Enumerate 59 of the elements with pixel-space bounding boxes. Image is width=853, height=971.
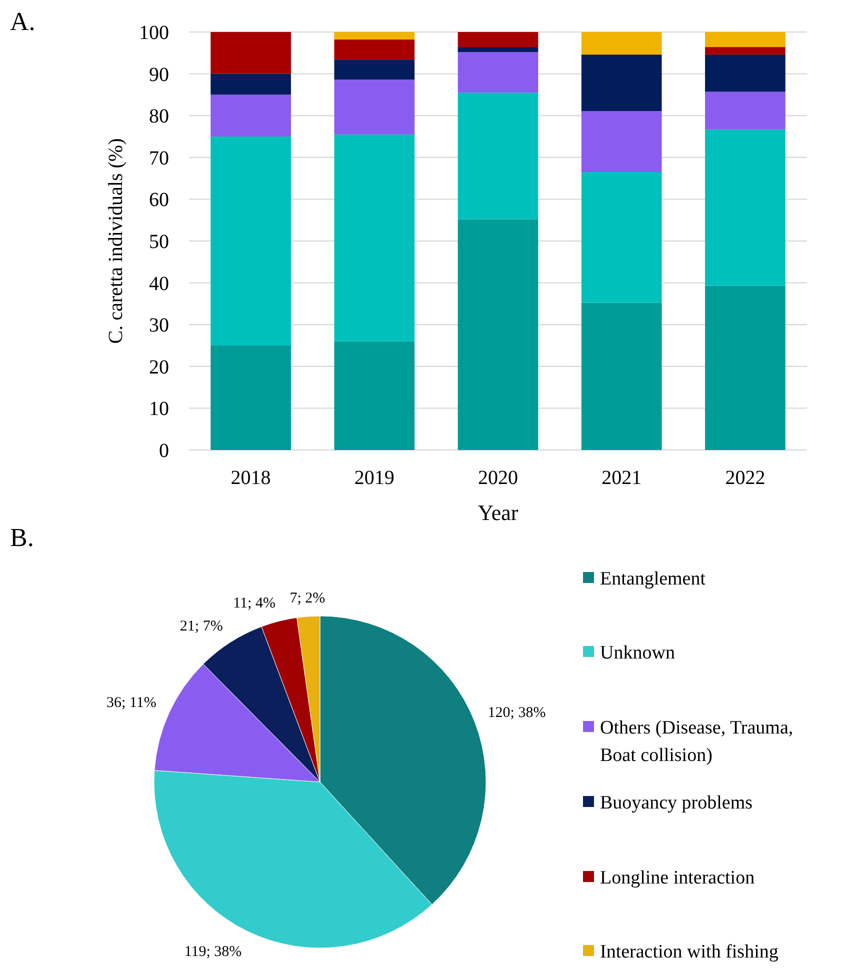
legend-label: Longline interaction: [600, 868, 756, 889]
x-tick-label: 2019: [354, 467, 394, 489]
data-label: 36; 11%: [106, 694, 156, 711]
y-tick-label: 30: [149, 314, 169, 337]
bar: [458, 32, 538, 48]
y-tick-label: 100: [139, 22, 169, 44]
x-tick-label: 2022: [725, 467, 766, 489]
y-tick-label: 40: [149, 272, 169, 295]
y-tick-label: 50: [149, 231, 169, 253]
bar: [334, 341, 415, 450]
legend-label: Entanglement: [600, 568, 706, 590]
data-label: 119; 38%: [184, 944, 242, 960]
legend-label: Unknown: [600, 642, 676, 664]
y-tick-label: 10: [149, 398, 169, 420]
bar: [334, 60, 415, 80]
bar: [458, 219, 538, 450]
text: B.: [10, 523, 34, 552]
bar: [705, 129, 786, 286]
bar: [334, 32, 415, 40]
bar: [334, 80, 415, 134]
bar: [581, 32, 662, 55]
bar: [705, 92, 786, 130]
bar: [210, 136, 291, 346]
bar: [458, 47, 538, 52]
data-label: 7; 2%: [290, 590, 326, 606]
legend-label: Others (Disease, Trauma, Boat collision): [600, 718, 794, 766]
bar: [210, 74, 291, 95]
bar: [210, 94, 291, 136]
bar: [210, 346, 291, 450]
y-tick-label: 0: [159, 440, 169, 462]
bar: [210, 32, 291, 74]
legend-label: Buoyancy problems: [600, 792, 753, 814]
x-tick-label: 2020: [478, 467, 518, 489]
y-tick-label: 20: [149, 356, 169, 378]
x-tick-label: 2021: [602, 467, 642, 489]
y-axis-title: C. caretta individuals (%): [105, 138, 127, 344]
bar: [458, 52, 538, 93]
bar: [705, 286, 786, 450]
x-tick-label: 2018: [230, 467, 271, 489]
bar: [581, 54, 662, 111]
legend-label: Interaction with fishing: [600, 942, 779, 963]
bar: [458, 92, 538, 220]
text: A.: [10, 7, 36, 36]
y-tick-label: 90: [149, 64, 169, 86]
data-label: 120; 38%: [488, 704, 546, 721]
bar: [581, 302, 662, 450]
bar: [705, 54, 786, 92]
bar: [705, 47, 786, 55]
y-tick-label: 80: [149, 106, 169, 128]
bar: [705, 32, 786, 48]
bar: [581, 172, 662, 303]
data-label: 11; 4%: [233, 596, 276, 612]
bar: [581, 111, 662, 172]
y-tick-label: 60: [149, 189, 169, 212]
bar: [334, 134, 415, 342]
y-tick-label: 70: [149, 147, 169, 170]
bar: [334, 40, 415, 60]
x-axis-title: Year: [478, 500, 519, 525]
data-label: 21; 7%: [180, 618, 223, 634]
